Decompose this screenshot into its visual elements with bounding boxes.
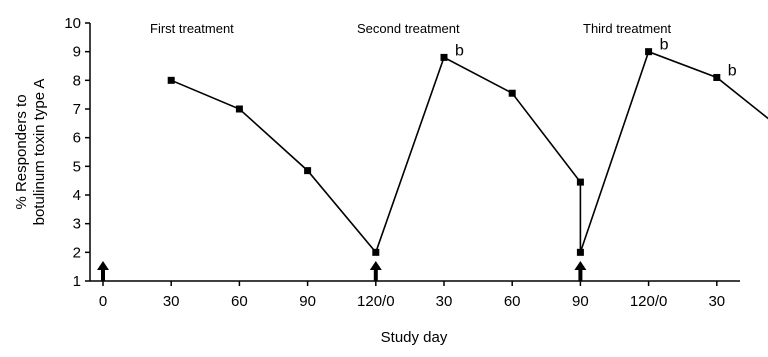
y-tick-label: 5 — [73, 158, 81, 175]
x-tick-label: 90 — [299, 293, 316, 310]
significance-label: b — [660, 37, 669, 54]
treatment-labels: First treatment Second treatment Third tre… — [150, 21, 672, 36]
injection-arrow-head — [574, 261, 587, 270]
data-point — [508, 89, 516, 97]
data-point — [576, 248, 584, 256]
injection-arrows — [97, 261, 587, 281]
data-point — [235, 105, 243, 113]
injection-arrow-head — [369, 261, 382, 270]
data-point — [372, 248, 380, 256]
y-axis-title-line: % Responders to — [13, 94, 30, 209]
y-tick-label: 2 — [73, 244, 81, 261]
y-tick-label: 8 — [73, 72, 81, 89]
x-axis: 0 30 60 90 120/0 30 60 90 120/0 30 — [90, 280, 740, 310]
series-line — [170, 50, 768, 254]
annotations: bbbb — [455, 37, 737, 80]
y-axis: 1 2 3 4 5 6 7 8 9 10 — [64, 15, 91, 290]
x-tick-label: 120/0 — [357, 293, 395, 310]
y-tick-label: 4 — [73, 187, 81, 204]
y-tick-label: 3 — [73, 216, 81, 233]
significance-label: b — [455, 42, 464, 59]
x-tick-label: 60 — [231, 293, 248, 310]
x-tick-label: 30 — [436, 293, 453, 310]
series — [167, 48, 768, 256]
y-tick-label: 10 — [64, 15, 81, 32]
treatment-label: Third treatment — [583, 21, 672, 36]
treatment-label: Second treatment — [357, 21, 460, 36]
y-tick-label: 6 — [73, 130, 81, 147]
y-tick-label: 7 — [73, 101, 81, 118]
injection-arrow — [97, 261, 109, 281]
x-tick-label: 30 — [163, 293, 180, 310]
injection-arrow-head — [97, 261, 109, 270]
data-point — [576, 178, 584, 186]
significance-label: b — [728, 62, 737, 79]
x-tick-label: 30 — [708, 293, 725, 310]
data-point — [167, 76, 175, 84]
x-tick-label: 0 — [99, 293, 107, 310]
x-tick-label: 60 — [504, 293, 521, 310]
treatment-label: First treatment — [150, 21, 234, 36]
y-ticks: 1 2 3 4 5 6 7 8 9 10 — [64, 15, 90, 290]
data-point — [440, 53, 448, 61]
data-point — [304, 167, 312, 175]
y-axis-title: % Responders tobotulinum toxin type A — [13, 79, 48, 226]
x-ticks: 0 30 60 90 120/0 30 60 90 120/0 30 — [99, 281, 725, 310]
y-tick-label: 1 — [73, 273, 81, 290]
x-tick-label: 120/0 — [630, 293, 668, 310]
x-tick-label: 90 — [572, 293, 589, 310]
data-point — [713, 73, 721, 81]
data-point — [645, 48, 653, 56]
injection-arrow — [369, 261, 382, 281]
y-axis-title-line: botulinum toxin type A — [31, 79, 48, 226]
y-tick-label: 9 — [73, 44, 81, 61]
injection-arrow — [574, 261, 587, 281]
x-axis-title: Study day — [381, 329, 448, 346]
